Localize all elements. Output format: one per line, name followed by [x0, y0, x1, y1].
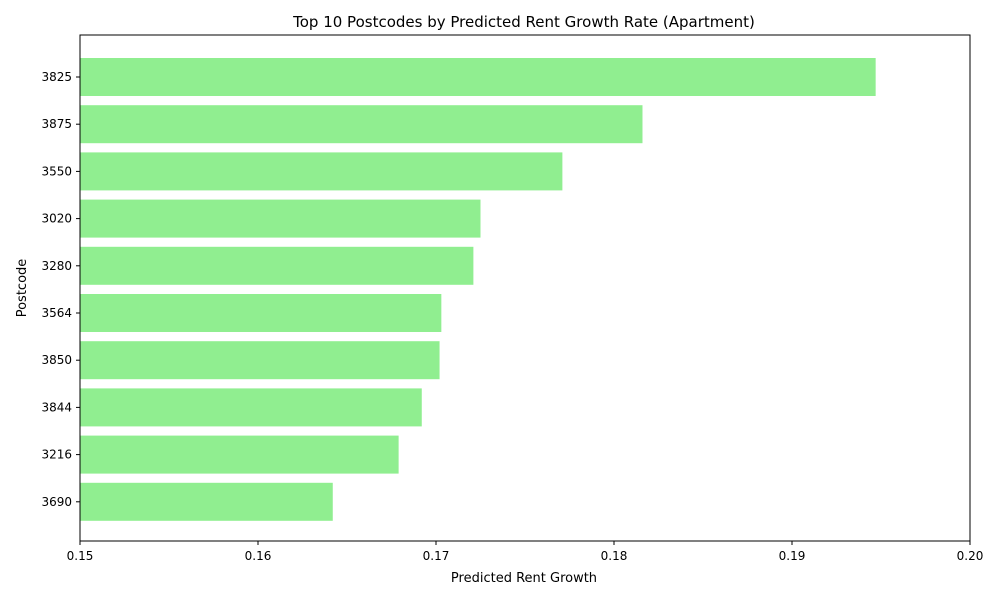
chart-title: Top 10 Postcodes by Predicted Rent Growt… — [292, 13, 755, 31]
x-tick-label: 0.15 — [67, 549, 94, 563]
bar-3844 — [80, 388, 422, 427]
y-tick-label: 3280 — [41, 259, 72, 273]
y-tick-label: 3564 — [41, 306, 72, 320]
y-tick-label: 3850 — [41, 353, 72, 367]
bar-3825 — [80, 58, 876, 96]
x-tick-label: 0.20 — [957, 549, 984, 563]
bar-3850 — [80, 341, 440, 380]
y-axis-label: Postcode — [15, 259, 30, 318]
y-tick-label: 3690 — [41, 495, 72, 509]
y-tick-label: 3825 — [41, 70, 72, 84]
bar-3020 — [80, 199, 481, 238]
y-tick-label: 3216 — [41, 448, 72, 462]
x-axis-label: Predicted Rent Growth — [451, 571, 597, 586]
y-axis: 3825 3875 3550 3020 3280 3564 3850 3844 3216 3690 — [41, 70, 80, 509]
bar-3216 — [80, 435, 399, 474]
y-tick-label: 3020 — [41, 212, 72, 226]
x-tick-label: 0.19 — [779, 549, 806, 563]
bar-3550 — [80, 152, 563, 191]
bars-layer — [80, 58, 876, 521]
bar-3690 — [80, 482, 333, 521]
y-tick-label: 3844 — [41, 400, 72, 414]
bar-3875 — [80, 105, 643, 144]
x-tick-label: 0.18 — [601, 549, 628, 563]
x-tick-label: 0.17 — [423, 549, 450, 563]
x-axis: 0.15 0.16 0.17 0.18 0.19 0.20 — [67, 541, 984, 563]
bar-3564 — [80, 294, 442, 332]
y-tick-label: 3875 — [41, 117, 72, 131]
x-tick-label: 0.16 — [245, 549, 272, 563]
plot-frame — [79, 34, 971, 542]
bar-3280 — [80, 246, 474, 285]
y-tick-label: 3550 — [41, 164, 72, 178]
